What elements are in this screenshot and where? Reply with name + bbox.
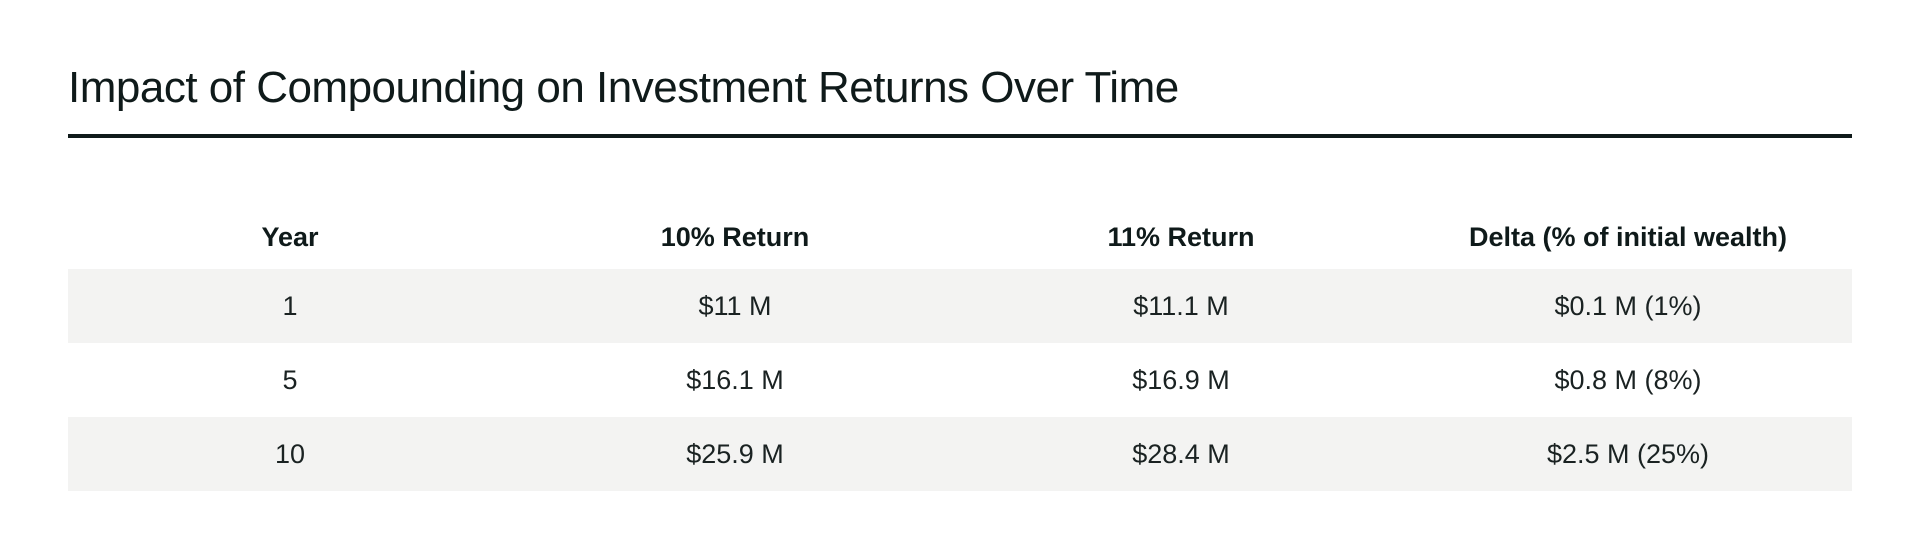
cell-10-return: $11 M <box>512 269 958 343</box>
returns-table: Year 10% Return 11% Return Delta (% of i… <box>68 200 1852 491</box>
column-header-10-return: 10% Return <box>660 222 810 252</box>
cell-delta: $2.5 M (25%) <box>1404 417 1852 491</box>
table-row: 5 $16.1 M $16.9 M $0.8 M (8%) <box>68 343 1852 417</box>
column-header-delta: Delta (% of initial wealth) <box>1468 222 1788 252</box>
cell-11-return: $16.9 M <box>1132 364 1230 395</box>
cell-year: 5 <box>282 364 298 395</box>
content: Impact of Compounding on Investment Retu… <box>68 0 1852 491</box>
column-header-11-return: 11% Return <box>1107 222 1255 252</box>
cell-delta: $0.8 M (8%) <box>1554 364 1702 395</box>
table-row: 1 $11 M $11.1 M $0.1 M (1%) <box>68 269 1852 343</box>
cell-year: 10 <box>68 417 512 491</box>
page-title: Impact of Compounding on Investment Retu… <box>68 63 1179 112</box>
cell-11-return: $28.4 M <box>958 417 1404 491</box>
column-header-year: Year <box>261 222 319 252</box>
cell-11-return: $11.1 M <box>958 269 1404 343</box>
table-header-row: Year 10% Return 11% Return Delta (% of i… <box>68 200 1852 269</box>
cell-10-return: $25.9 M <box>512 417 958 491</box>
cell-year: 1 <box>68 269 512 343</box>
title-divider <box>68 134 1852 138</box>
table-row: 10 $25.9 M $28.4 M $2.5 M (25%) <box>68 417 1852 491</box>
cell-10-return: $16.1 M <box>686 364 784 395</box>
cell-delta: $0.1 M (1%) <box>1404 269 1852 343</box>
